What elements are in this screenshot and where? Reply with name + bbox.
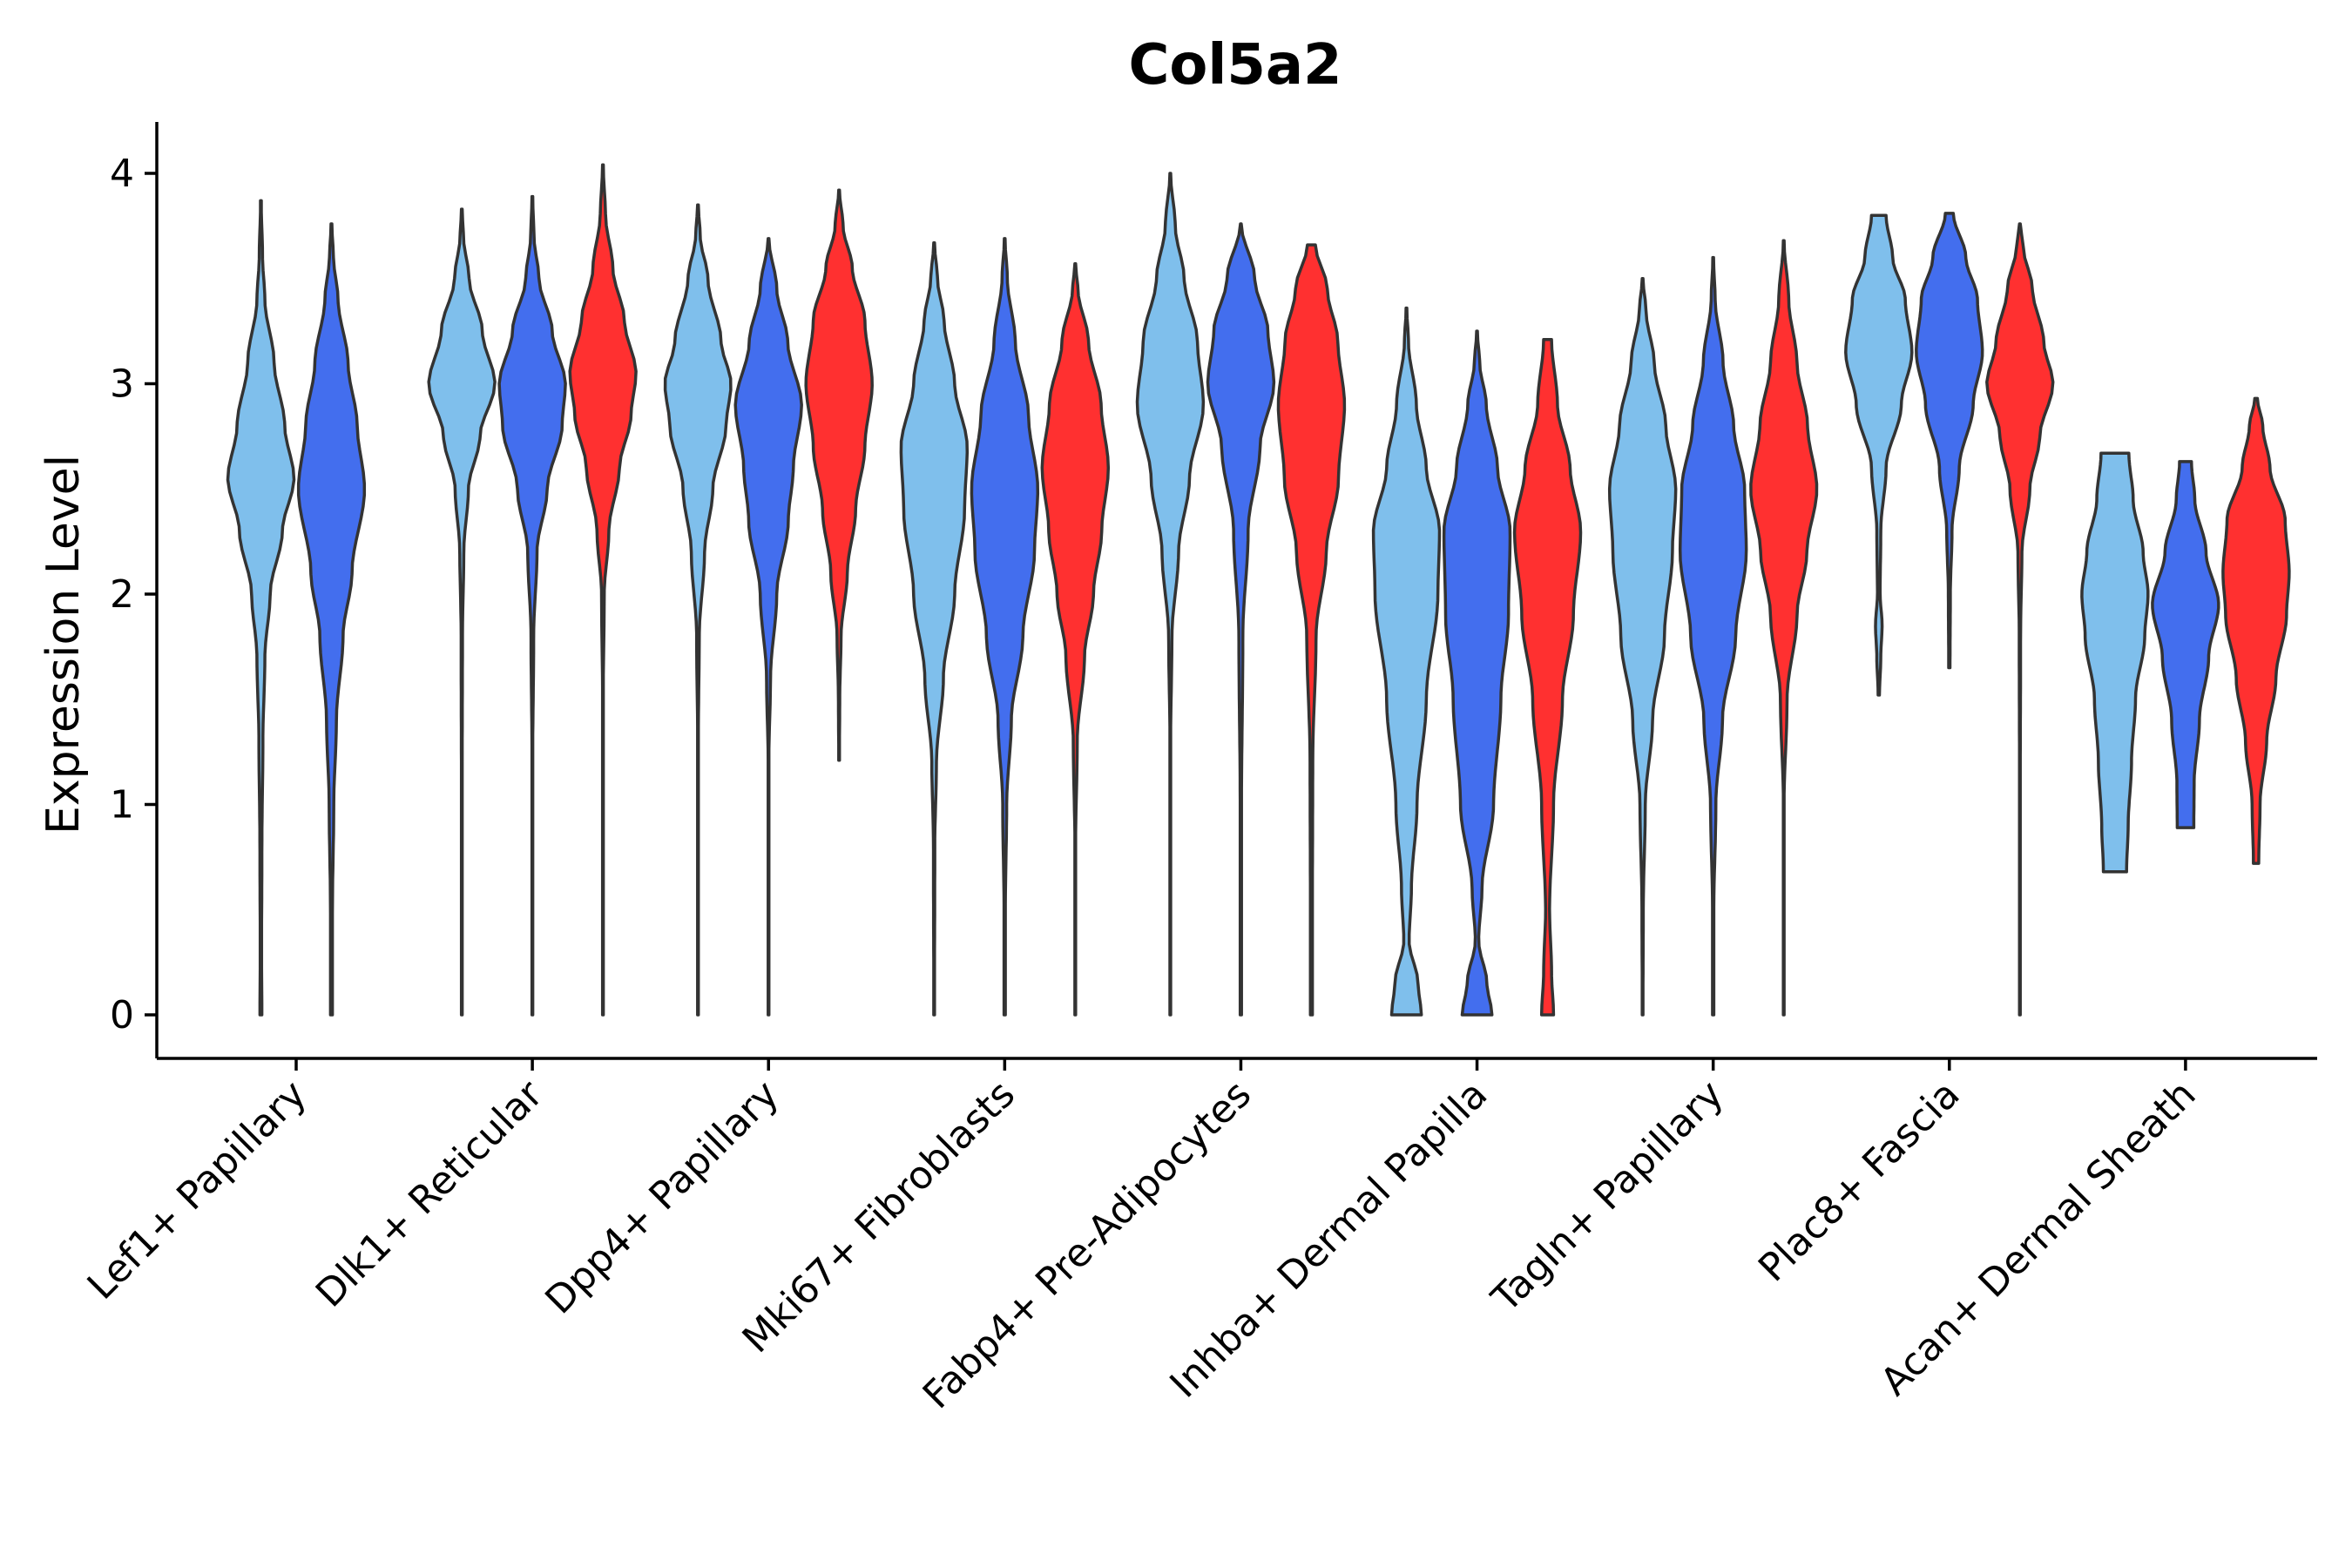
violin-9-group-2 — [2151, 460, 2220, 829]
violin-4-group-3 — [1040, 262, 1111, 1017]
violin-5-group-1 — [1135, 172, 1206, 1017]
x-tick-label: Lef1+ Papillary — [79, 1072, 315, 1308]
violin-4-group-1 — [899, 240, 970, 1017]
y-tick-label: 1 — [110, 783, 134, 828]
y-tick-label: 4 — [110, 152, 134, 196]
violin-layer — [226, 163, 2291, 1017]
violin-7-group-1 — [1607, 277, 1678, 1017]
x-tick-label: Mki67+ Fibroblasts — [734, 1072, 1024, 1362]
violin-2-group-2 — [497, 194, 567, 1017]
x-tick-label: Dpp4+ Papillary — [537, 1072, 787, 1323]
violin-9-group-3 — [2221, 396, 2291, 865]
violin-8-group-3 — [1985, 222, 2055, 1017]
violin-1-group-2 — [296, 222, 367, 1017]
y-tick-label: 3 — [110, 362, 134, 407]
violin-3-group-2 — [733, 237, 803, 1017]
y-axis: 0 1 2 3 4 — [110, 122, 159, 1058]
violin-2-group-1 — [427, 207, 497, 1017]
violin-1-group-1 — [226, 199, 296, 1017]
violin-3-group-3 — [804, 188, 874, 762]
chart-title: Col5a2 — [1128, 33, 1342, 98]
violin-7-group-2 — [1678, 255, 1748, 1017]
x-tick-label: Plac8+ Fascia — [1750, 1072, 1969, 1291]
violin-5-group-3 — [1276, 243, 1347, 1017]
violin-7-group-3 — [1749, 239, 1819, 1017]
violin-8-group-1 — [1844, 213, 1914, 697]
violin-3-group-1 — [663, 203, 733, 1017]
violin-5-group-2 — [1206, 222, 1276, 1017]
y-tick-label: 0 — [110, 993, 134, 1037]
y-axis-label: Expression Level — [37, 455, 90, 835]
violin-6-group-3 — [1512, 338, 1583, 1017]
violin-6-group-1 — [1371, 306, 1442, 1017]
violin-8-group-2 — [1915, 212, 1984, 670]
x-tick-label: Dlk1+ Reticular — [308, 1071, 552, 1316]
violin-9-group-1 — [2080, 451, 2150, 874]
x-tick-label: Tagln+ Papillary — [1483, 1072, 1732, 1321]
y-tick-label: 2 — [110, 572, 134, 617]
violin-4-group-2 — [970, 237, 1040, 1017]
violin-6-group-2 — [1442, 329, 1512, 1017]
violin-2-group-3 — [568, 163, 638, 1017]
